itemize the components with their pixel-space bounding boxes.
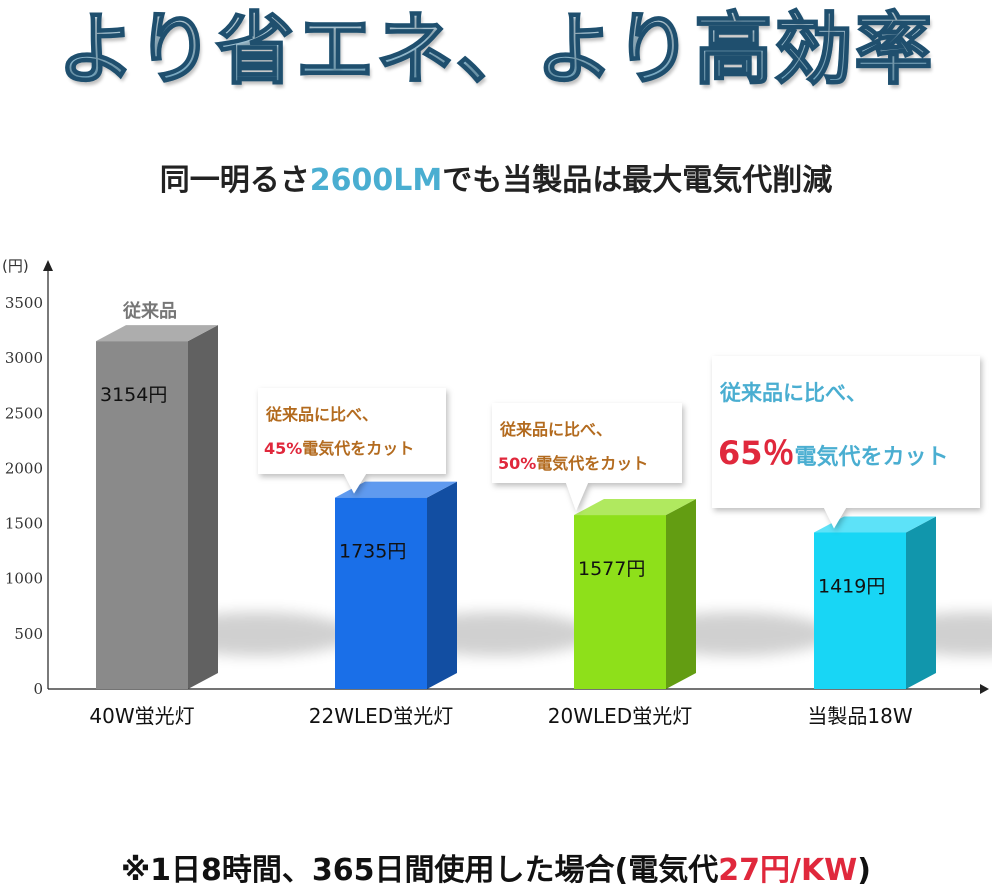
callout-box [492, 403, 682, 483]
bar-side [666, 499, 696, 689]
callout-line1: 従来品に比べ、 [499, 420, 612, 439]
callout-bubble [492, 403, 682, 512]
callout-percent: 45% [264, 439, 302, 458]
bar-value-label: 3154円 [100, 384, 167, 406]
x-axis-arrow [980, 684, 989, 694]
callout-line2: 45%電気代をカット [264, 439, 414, 458]
bar-top [814, 516, 936, 533]
y-tick-label: 3500 [5, 294, 43, 312]
callout-line2: 50%電気代をカット [498, 454, 648, 473]
bar-value-label: 1419円 [818, 575, 885, 597]
bar-side [188, 325, 218, 689]
bar-front [96, 341, 188, 689]
callout-percent: 65％ [718, 434, 795, 472]
subtitle-after: でも当製品は最大電気代削減 [442, 163, 833, 198]
y-tick-label: 3000 [5, 349, 43, 367]
callout-rest: 電気代をカット [302, 439, 414, 458]
headline: より省エネ、より高効率 [0, 0, 992, 110]
category-label: 22WLED蛍光灯 [309, 704, 453, 728]
bar-value-label: 1577円 [578, 558, 645, 580]
bar-top [574, 499, 696, 516]
y-axis-unit: (円) [2, 257, 29, 275]
callout-percent: 50% [498, 454, 536, 473]
y-tick-label: 2500 [5, 404, 43, 422]
y-tick-label: 1000 [5, 570, 43, 588]
bar-value-label: 1735円 [339, 541, 406, 563]
bar-side [906, 516, 936, 689]
callout-box [258, 388, 446, 474]
callout-rest: 電気代をカット [795, 444, 949, 470]
bar-front [574, 515, 666, 689]
bar-top-label: 従来品 [122, 300, 177, 322]
footnote-after: ) [857, 853, 871, 888]
bar-front [814, 532, 906, 689]
bar-top [335, 481, 457, 498]
category-label: 40W蛍光灯 [89, 704, 194, 728]
category-label: 当製品18W [807, 704, 912, 728]
callout-pointer [344, 474, 366, 494]
bar-front [335, 497, 427, 689]
callout-pointer [566, 483, 588, 512]
bar-side [427, 481, 457, 689]
callout-line2: 65％電気代をカット [718, 434, 949, 472]
callout-pointer [824, 508, 846, 529]
subtitle-highlight: 2600LM [309, 163, 443, 198]
callout-line1: 従来品に比べ、 [265, 405, 378, 424]
footnote: ※1日8時間、365日間使用した場合(電気代27円/KW) [0, 845, 992, 889]
footnote-before: ※1日8時間、365日間使用した場合(電気代 [120, 853, 719, 888]
bar-chart: (円) 0 500 1000 1500 2000 2500 3000 3500 3154円 40W… [2, 257, 992, 728]
bar-top [96, 325, 218, 342]
y-axis-arrow [43, 260, 53, 271]
callout-rest: 電気代をカット [536, 454, 648, 473]
y-tick-label: 0 [33, 680, 43, 698]
y-tick-label: 2000 [5, 459, 43, 477]
callout-line1: 従来品に比べ、 [719, 381, 867, 405]
footnote-highlight: 27円/KW [718, 853, 858, 888]
subtitle: 同一明るさ2600LMでも当製品は最大電気代削減 [0, 155, 992, 199]
y-tick-label: 1500 [5, 515, 43, 533]
callout-box [712, 356, 980, 508]
subtitle-before: 同一明るさ [159, 163, 310, 198]
callout-bubble [258, 388, 446, 494]
callout-bubble [712, 356, 980, 529]
category-label: 20WLED蛍光灯 [548, 704, 692, 728]
y-tick-label: 500 [14, 625, 43, 643]
